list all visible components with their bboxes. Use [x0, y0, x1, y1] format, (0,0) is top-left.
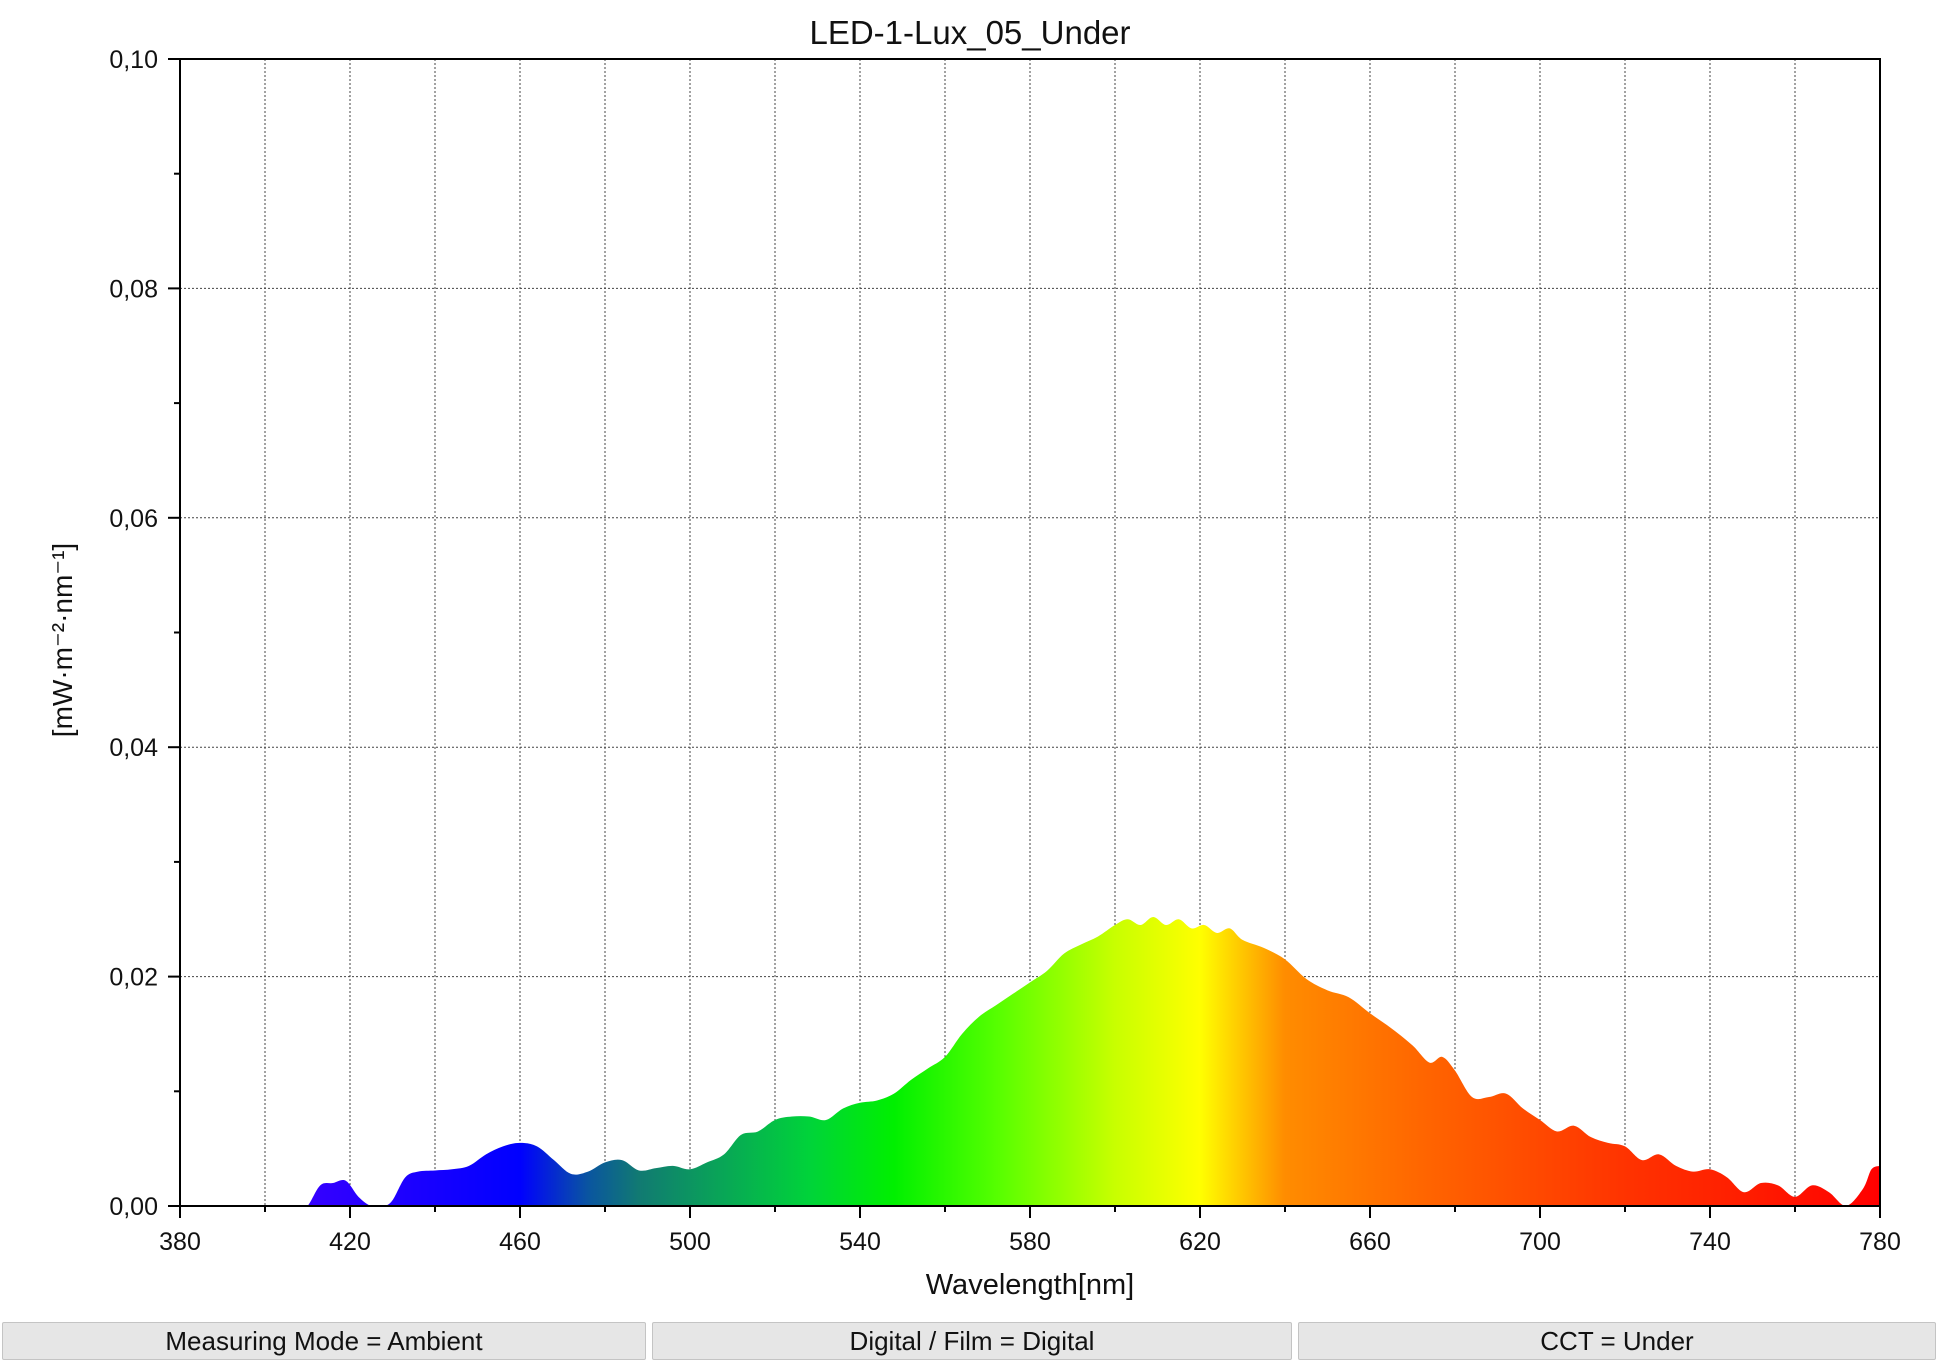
axis-ticks: [168, 58, 1881, 1218]
digital-film-field[interactable]: Digital / Film = Digital: [652, 1322, 1292, 1360]
measuring-mode-field[interactable]: Measuring Mode = Ambient: [2, 1322, 646, 1360]
chart-title: LED-1-Lux_05_Under: [809, 14, 1130, 51]
spectrum-chart: 380 420 460 500 540 580 620 660 700 740 780 0,000,…: [47, 14, 1901, 1301]
y-tick-label: 0,10: [109, 46, 158, 74]
x-axis-title: Wavelength[nm]: [926, 1269, 1134, 1301]
x-tick-labels: 380 420 460 500 540 580 620 660 700 740 780: [159, 1228, 1901, 1256]
x-tick-label: 700: [1519, 1228, 1561, 1256]
y-tick-label: 0,04: [109, 734, 158, 762]
y-tick-label: 0,02: [109, 964, 158, 992]
y-tick-label: 0,06: [109, 505, 158, 533]
x-tick-label: 420: [329, 1228, 371, 1256]
x-tick-label: 500: [669, 1228, 711, 1256]
cct-field[interactable]: CCT = Under: [1298, 1322, 1936, 1360]
x-tick-label: 780: [1859, 1228, 1901, 1256]
y-tick-label: 0,08: [109, 275, 158, 303]
grid-lines: [180, 59, 1880, 1206]
spectral-area-series: [180, 916, 1880, 1206]
x-tick-label: 580: [1009, 1228, 1051, 1256]
x-tick-label: 380: [159, 1228, 201, 1256]
x-tick-label: 460: [499, 1228, 541, 1256]
x-tick-label: 620: [1179, 1228, 1221, 1256]
x-tick-label: 660: [1349, 1228, 1391, 1256]
y-tick-label: 0,00: [109, 1193, 158, 1221]
status-bar: Measuring Mode = Ambient Digital / Film …: [0, 1320, 1940, 1366]
x-tick-label: 740: [1689, 1228, 1731, 1256]
y-tick-labels: 0,00 0,02 0,04 0,06 0,08 0,10: [109, 46, 158, 1221]
x-tick-label: 540: [839, 1228, 881, 1256]
y-axis-title: [mW·m⁻²·nm⁻¹]: [47, 543, 78, 737]
